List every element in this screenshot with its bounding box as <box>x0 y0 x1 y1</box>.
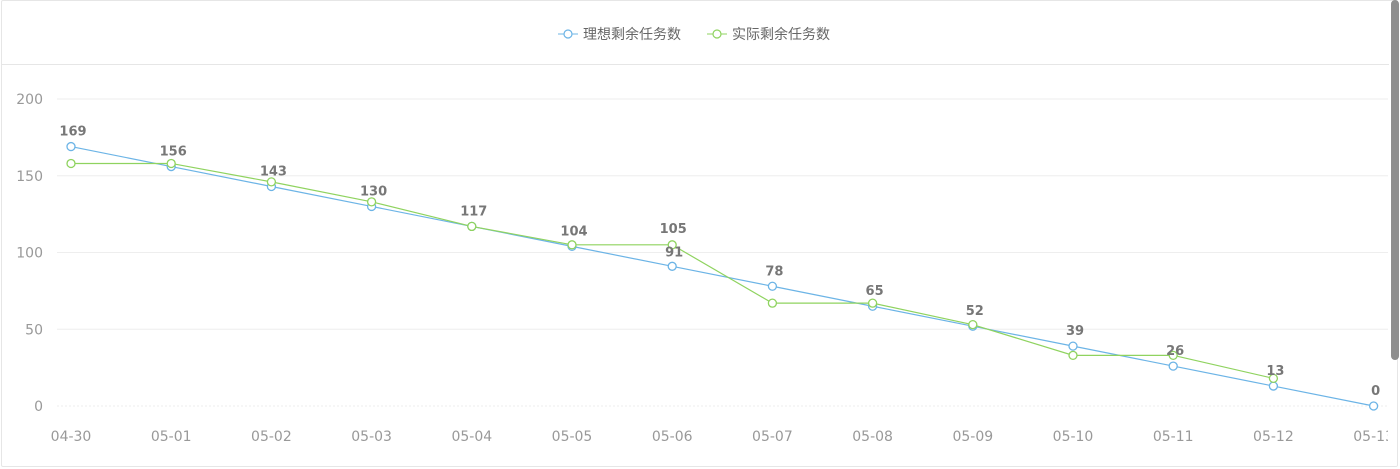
data-label: 26 <box>1166 344 1184 359</box>
legend: 理想剩余任务数 实际剩余任务数 <box>558 24 856 44</box>
data-point <box>1068 350 1078 360</box>
legend-marker-ideal-icon <box>558 29 578 39</box>
data-label: 117 <box>460 204 487 219</box>
x-tick-label: 05-04 <box>451 429 492 445</box>
data-point <box>467 221 477 232</box>
data-point <box>968 319 978 330</box>
legend-item-ideal[interactable]: 理想剩余任务数 <box>558 24 681 44</box>
data-point <box>366 197 377 207</box>
data-label: 156 <box>160 145 187 160</box>
data-label: 65 <box>866 284 884 299</box>
data-label: 104 <box>560 224 587 239</box>
y-tick-label: 100 <box>16 246 43 262</box>
x-tick-label: 05-05 <box>552 429 593 445</box>
x-tick-label: 05-09 <box>952 429 993 445</box>
legend-marker-actual-icon <box>707 29 727 39</box>
data-label: 78 <box>765 264 783 279</box>
data-point <box>166 158 176 169</box>
data-point <box>867 298 878 308</box>
data-point <box>1168 361 1178 371</box>
data-label: 105 <box>660 222 687 237</box>
x-tick-label: 05-11 <box>1153 429 1194 445</box>
x-tick-label: 05-06 <box>652 429 693 445</box>
data-point <box>1368 401 1379 411</box>
x-tick-label: 05-07 <box>752 429 793 445</box>
x-tick-label: 05-01 <box>151 429 192 445</box>
x-tick-label: 05-10 <box>1053 429 1094 445</box>
y-tick-label: 150 <box>16 169 43 185</box>
data-point <box>1068 341 1078 351</box>
series-line-0 <box>70 145 1374 407</box>
y-tick-label: 200 <box>16 92 43 108</box>
data-point <box>266 177 277 187</box>
data-point <box>767 281 778 291</box>
x-tick-label: 05-08 <box>852 429 893 445</box>
data-point <box>1268 373 1279 384</box>
x-tick-label: 05-02 <box>251 429 292 445</box>
data-label: 39 <box>1066 324 1084 339</box>
x-tick-label: 05-13 <box>1353 429 1388 445</box>
data-label: 0 <box>1371 384 1380 399</box>
x-tick-label: 05-12 <box>1253 429 1294 445</box>
data-label: 143 <box>260 164 287 179</box>
data-label: 52 <box>966 304 984 319</box>
y-tick-label: 0 <box>34 399 43 415</box>
data-label: 91 <box>665 245 683 260</box>
data-point <box>567 240 577 250</box>
data-point <box>66 158 76 169</box>
data-label: 169 <box>59 125 86 140</box>
legend-bar: 理想剩余任务数 实际剩余任务数 <box>2 1 1389 65</box>
legend-label-ideal: 理想剩余任务数 <box>583 27 681 43</box>
x-tick-label: 04-30 <box>51 429 92 445</box>
legend-item-actual[interactable]: 实际剩余任务数 <box>707 24 830 44</box>
legend-label-actual: 实际剩余任务数 <box>732 27 830 43</box>
data-label: 13 <box>1266 364 1284 379</box>
data-point <box>667 261 677 271</box>
data-point <box>1268 381 1279 391</box>
x-tick-label: 05-03 <box>351 429 392 445</box>
data-label: 130 <box>360 184 387 199</box>
data-point <box>1168 350 1178 360</box>
data-point <box>66 141 76 152</box>
y-tick-label: 50 <box>25 322 43 338</box>
data-point <box>667 240 677 250</box>
data-point <box>767 298 778 308</box>
vertical-scrollbar[interactable] <box>1391 0 1399 360</box>
